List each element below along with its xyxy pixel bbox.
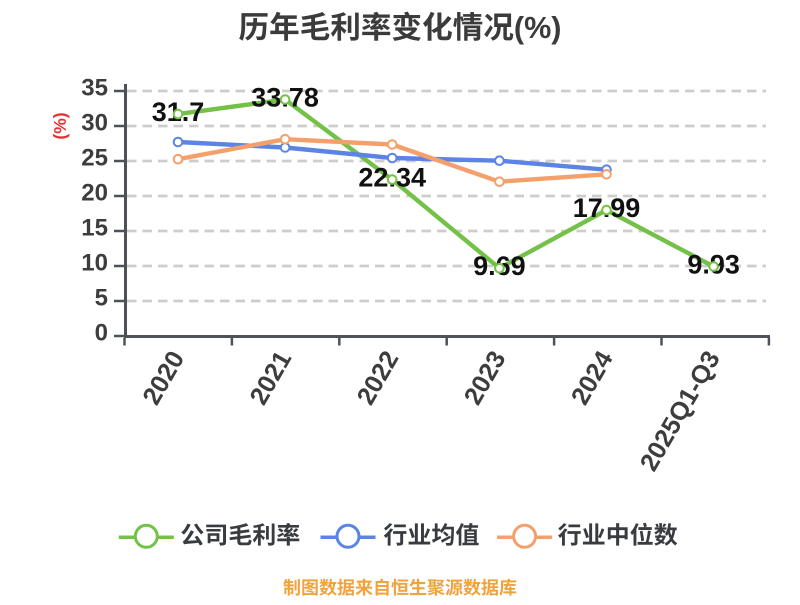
svg-text:0: 0 xyxy=(95,320,108,347)
svg-text:35: 35 xyxy=(81,75,108,102)
svg-text:(%): (%) xyxy=(50,112,70,139)
svg-text:25: 25 xyxy=(81,145,108,172)
svg-text:5: 5 xyxy=(95,285,108,312)
svg-text:30: 30 xyxy=(81,110,108,137)
svg-text:15: 15 xyxy=(81,215,108,242)
svg-text:10: 10 xyxy=(81,250,108,277)
svg-text:(%): (%) xyxy=(514,11,562,45)
svg-text:20: 20 xyxy=(81,180,108,207)
